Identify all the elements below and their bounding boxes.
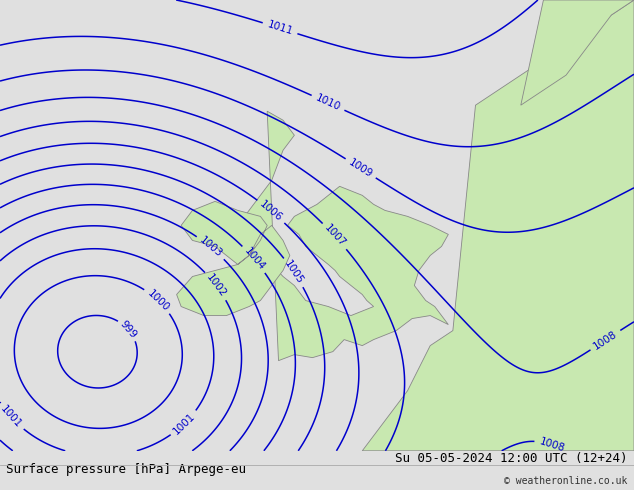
Text: 1005: 1005 (283, 259, 306, 286)
Polygon shape (177, 201, 290, 316)
Text: 1008: 1008 (538, 437, 566, 454)
Text: 1002: 1002 (204, 272, 228, 299)
Polygon shape (238, 111, 448, 361)
Text: 1001: 1001 (0, 404, 23, 430)
Text: 1004: 1004 (242, 246, 266, 272)
Text: Surface pressure [hPa] Arpege-eu: Surface pressure [hPa] Arpege-eu (6, 463, 247, 476)
Text: 1006: 1006 (258, 199, 285, 223)
Text: Su 05-05-2024 12:00 UTC (12+24): Su 05-05-2024 12:00 UTC (12+24) (395, 451, 628, 465)
Text: 1008: 1008 (592, 329, 619, 351)
Text: © weatheronline.co.uk: © weatheronline.co.uk (504, 476, 628, 486)
Text: 1001: 1001 (171, 411, 197, 436)
Text: 1010: 1010 (314, 93, 342, 113)
Text: 1007: 1007 (322, 223, 347, 249)
Text: 1000: 1000 (145, 288, 171, 313)
Polygon shape (362, 0, 634, 451)
Text: 999: 999 (118, 319, 139, 341)
Text: 1009: 1009 (347, 157, 375, 179)
Text: 1011: 1011 (266, 20, 294, 37)
Polygon shape (521, 0, 634, 105)
Text: 1003: 1003 (198, 235, 224, 260)
